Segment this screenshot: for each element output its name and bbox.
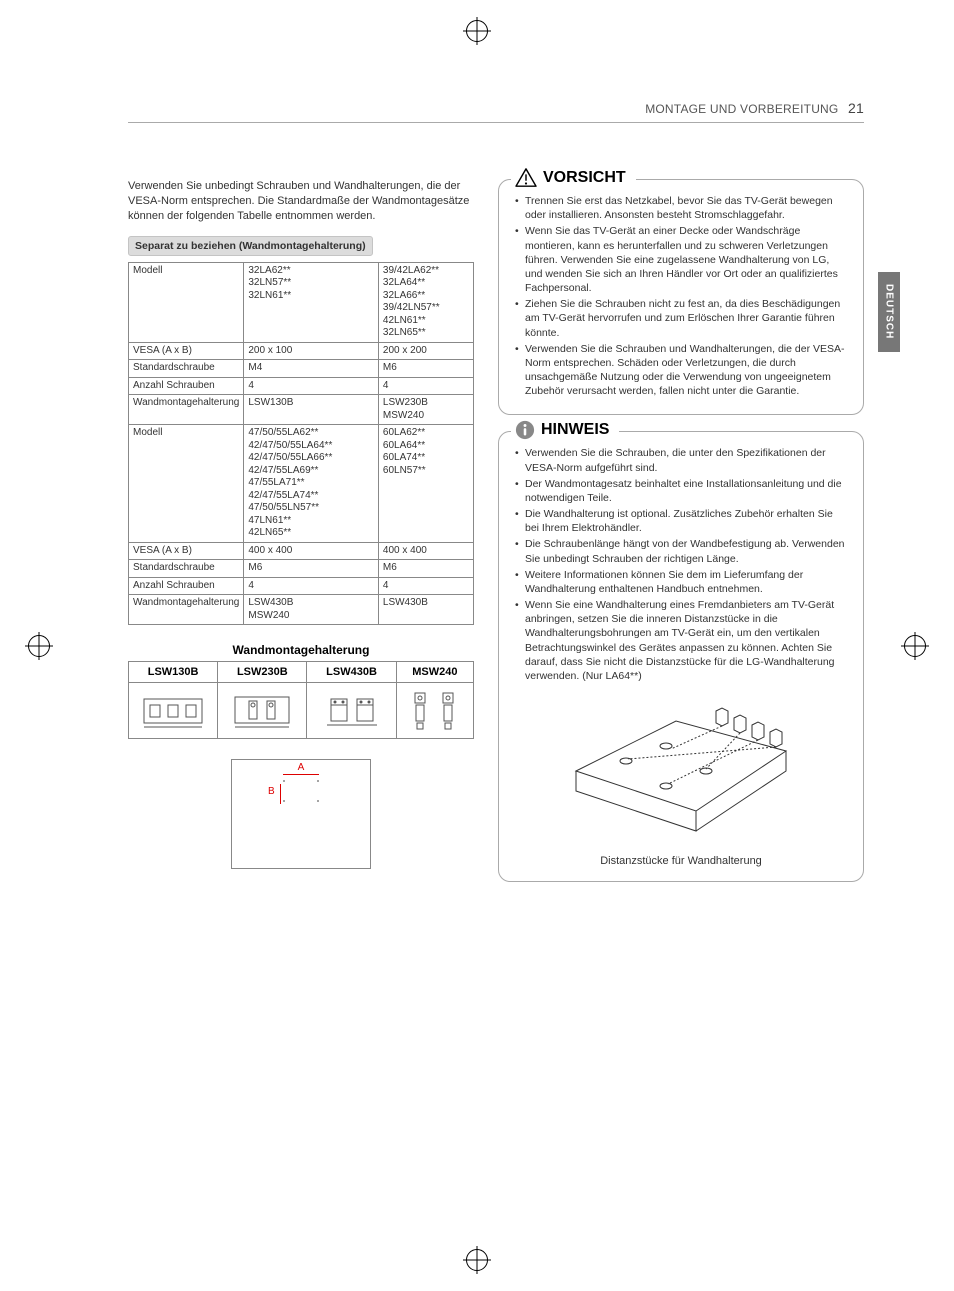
spec-row-label: Anzahl Schrauben [129, 377, 244, 395]
vorsicht-item: Ziehen Sie die Schrauben nicht zu fest a… [515, 297, 847, 340]
spec-cell: 200 x 100 [244, 342, 379, 360]
spec-cell: 32LA62** 32LN57** 32LN61** [244, 262, 379, 342]
hinweis-list: Verwenden Sie die Schrauben, die unter d… [515, 446, 847, 683]
spacer-caption: Distanzstücke für Wandhalterung [515, 855, 847, 867]
hinweis-title: HINWEIS [511, 420, 619, 440]
spec-cell: 47/50/55LA62** 42/47/50/55LA64** 42/47/5… [244, 425, 379, 543]
intro-text: Verwenden Sie unbedingt Schrauben und Wa… [128, 179, 474, 224]
hinweis-item: Wenn Sie eine Wandhalterung eines Fremda… [515, 598, 847, 683]
spec-cell: M6 [378, 360, 473, 378]
info-icon [515, 420, 535, 440]
spec-row-label: Wandmontagehalterung [129, 595, 244, 625]
vorsicht-label: VORSICHT [543, 169, 626, 187]
subheading: Separat zu beziehen (Wandmontagehalterun… [128, 236, 373, 256]
hinweis-item: Weitere Informationen können Sie dem im … [515, 568, 847, 596]
spec-row-label: VESA (A x B) [129, 342, 244, 360]
mount-img-0 [129, 683, 218, 739]
hinweis-item: Die Wandhalterung ist optional. Zusätzli… [515, 507, 847, 535]
spec-row-label: Modell [129, 425, 244, 543]
spec-cell: 4 [244, 377, 379, 395]
vesa-dots-bottom [283, 800, 319, 802]
hinweis-box: HINWEIS Verwenden Sie die Schrauben, die… [498, 431, 864, 882]
spec-cell: 400 x 400 [378, 542, 473, 560]
registration-mark-top [466, 20, 488, 42]
spec-cell: 400 x 400 [244, 542, 379, 560]
vorsicht-title: VORSICHT [511, 168, 636, 188]
vorsicht-item: Verwenden Sie die Schrauben und Wandhalt… [515, 342, 847, 399]
spec-cell: 4 [244, 577, 379, 595]
language-tab: DEUTSCH [878, 272, 900, 352]
registration-mark-left [28, 635, 50, 657]
mount-table: Wandmontagehalterung LSW130B LSW230B LSW… [128, 643, 474, 739]
spec-cell: 4 [378, 577, 473, 595]
spec-cell: M6 [378, 560, 473, 578]
spec-cell: M4 [244, 360, 379, 378]
mount-h3: MSW240 [396, 662, 473, 683]
mount-h2: LSW430B [307, 662, 396, 683]
vorsicht-box: VORSICHT Trennen Sie erst das Netzkabel,… [498, 179, 864, 415]
hinweis-label: HINWEIS [541, 421, 609, 439]
spec-row-label: Anzahl Schrauben [129, 577, 244, 595]
spec-row-label: Wandmontagehalterung [129, 395, 244, 425]
registration-mark-bottom [466, 1249, 488, 1271]
spec-cell: LSW430B MSW240 [244, 595, 379, 625]
ab-diagram: A B [231, 759, 371, 869]
page-number: 21 [848, 100, 864, 116]
hinweis-item: Der Wandmontagesatz beinhaltet eine Inst… [515, 477, 847, 505]
b-label: B [268, 786, 275, 797]
spec-row-label: Standardschraube [129, 360, 244, 378]
vesa-dots-top [283, 780, 319, 782]
page-header: MONTAGE UND VORBEREITUNG 21 [128, 100, 864, 123]
spec-cell: M6 [244, 560, 379, 578]
spec-cell: 4 [378, 377, 473, 395]
spec-cell: LSW130B [244, 395, 379, 425]
section-title: MONTAGE UND VORBEREITUNG [645, 102, 838, 116]
spec-row-label: VESA (A x B) [129, 542, 244, 560]
a-line [283, 774, 319, 775]
vorsicht-item: Trennen Sie erst das Netzkabel, bevor Si… [515, 194, 847, 222]
left-column: Verwenden Sie unbedingt Schrauben und Wa… [128, 179, 474, 898]
spec-cell: 39/42LA62** 32LA64** 32LA66** 39/42LN57*… [378, 262, 473, 342]
mount-h0: LSW130B [129, 662, 218, 683]
spec-row-label: Modell [129, 262, 244, 342]
registration-mark-right [904, 635, 926, 657]
mount-caption: Wandmontagehalterung [128, 643, 474, 661]
spec-cell: 60LA62** 60LA64** 60LA74** 60LN57** [378, 425, 473, 543]
page-content: MONTAGE UND VORBEREITUNG 21 DEUTSCH Verw… [128, 100, 864, 1231]
mount-img-1 [218, 683, 307, 739]
hinweis-item: Verwenden Sie die Schrauben, die unter d… [515, 446, 847, 474]
hinweis-item: Die Schraubenlänge hängt von der Wandbef… [515, 537, 847, 565]
vorsicht-item: Wenn Sie das TV-Gerät an einer Decke ode… [515, 224, 847, 295]
spacer-illustration [556, 691, 806, 851]
spec-row-label: Standardschraube [129, 560, 244, 578]
right-column: VORSICHT Trennen Sie erst das Netzkabel,… [498, 179, 864, 898]
a-label: A [298, 762, 305, 773]
spec-table: Modell32LA62** 32LN57** 32LN61**39/42LA6… [128, 262, 474, 626]
spec-cell: 200 x 200 [378, 342, 473, 360]
mount-img-2 [307, 683, 396, 739]
vorsicht-list: Trennen Sie erst das Netzkabel, bevor Si… [515, 194, 847, 398]
spec-cell: LSW430B [378, 595, 473, 625]
mount-h1: LSW230B [218, 662, 307, 683]
spec-cell: LSW230B MSW240 [378, 395, 473, 425]
b-line [280, 784, 281, 804]
warning-icon [515, 168, 537, 188]
mount-img-3 [396, 683, 473, 739]
